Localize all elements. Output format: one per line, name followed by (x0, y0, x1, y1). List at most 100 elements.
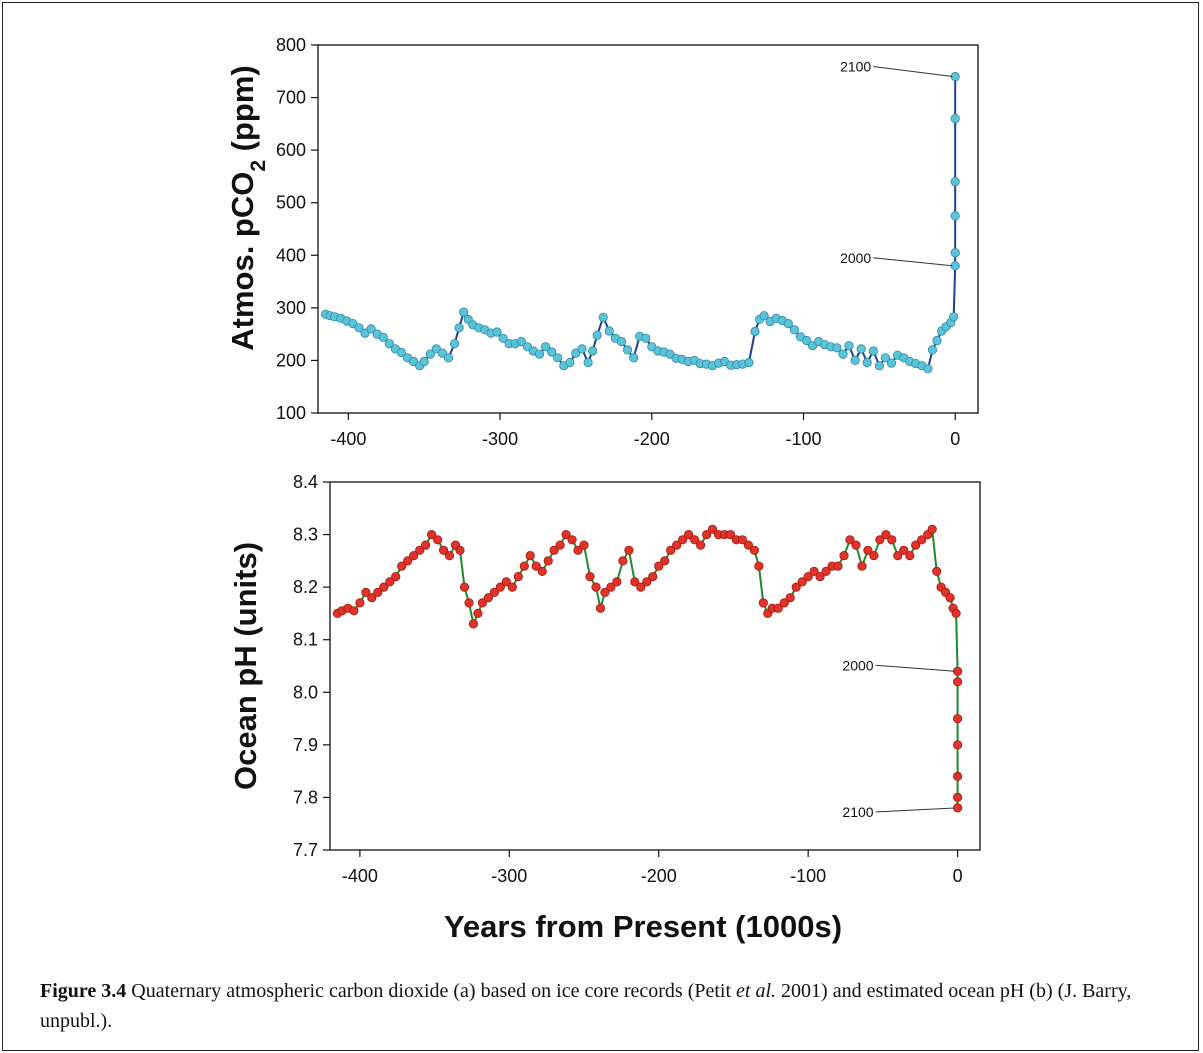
co2-annotation-label: 2000 (840, 250, 871, 266)
ph-data-point (887, 535, 897, 545)
ph-data-point (468, 619, 478, 629)
ph-data-point (519, 561, 529, 571)
ph-data-point (636, 582, 646, 592)
ph-data-point (672, 540, 682, 550)
co2-data-point (384, 338, 394, 349)
ph-data-point (642, 577, 652, 587)
co2-x-tick-label: -200 (634, 429, 670, 449)
ph-y-tick-label: 8.1 (293, 630, 318, 650)
co2-data-point (750, 326, 760, 337)
ph-data-point (689, 535, 700, 545)
co2-data-point (378, 332, 388, 342)
ph-data-point (932, 566, 942, 577)
ph-data-point (707, 524, 718, 534)
co2-data-point (850, 355, 860, 365)
ph-y-tick-label: 7.7 (293, 840, 318, 860)
co2-data-point (598, 312, 608, 322)
co2-data-point (641, 333, 651, 343)
ph-data-point (785, 593, 795, 603)
ph-annotation-label: 2000 (842, 657, 873, 673)
co2-data-point (932, 335, 942, 346)
ph-x-tick-label: -400 (342, 866, 378, 886)
figure-charts: -400 -300 -200 -100 0 100 200 300 400 500 600 700 8… (225, 35, 981, 944)
ph-data-point (952, 740, 963, 750)
ph-data-point (660, 556, 670, 566)
ph-x-tick-label: -200 (641, 866, 677, 886)
ph-annotation-label: 2100 (842, 804, 873, 820)
ph-x-tick-label: -300 (491, 866, 527, 886)
co2-annotation-leader (873, 257, 953, 267)
ph-data-point (863, 545, 873, 555)
ph-data-point (845, 535, 855, 545)
co2-data-point (949, 312, 959, 322)
ph-data-point (525, 550, 535, 561)
co2-chart: -400 -300 -200 -100 0 100 200 300 400 500 600 700 8… (225, 35, 979, 449)
ph-data-point (489, 587, 499, 598)
ph-y-tick-label: 8.0 (293, 682, 318, 702)
co2-data-point (592, 330, 602, 340)
ph-data-point (791, 582, 801, 592)
co2-data-point (744, 357, 754, 368)
ph-data-point (591, 582, 601, 592)
co2-x-ticks: -400 -300 -200 -100 0 (330, 413, 960, 449)
ph-data-point (600, 587, 610, 598)
co2-data-point (923, 364, 933, 374)
co2-data-points (320, 71, 960, 374)
co2-x-tick-label: -100 (786, 429, 822, 449)
co2-data-point (783, 318, 793, 329)
ph-data-point (917, 535, 927, 545)
co2-data-point (583, 357, 593, 368)
co2-data-point (354, 323, 364, 333)
co2-data-point (789, 325, 800, 335)
ph-chart: -400 -300 -200 -100 0 7.7 7.8 7.9 8.0 8.1 8.2 8.3 8… (228, 472, 981, 944)
ph-data-point (385, 577, 395, 587)
ph-data-point (573, 545, 583, 555)
ph-data-point (737, 535, 748, 545)
co2-data-point (587, 346, 598, 356)
ph-data-point (773, 603, 783, 613)
ph-data-point (606, 582, 616, 592)
ph-data-point (945, 593, 955, 603)
ph-data-point (367, 593, 377, 603)
ph-data-point (648, 571, 658, 582)
co2-annotation-leader (873, 66, 953, 78)
co2-data-point (950, 248, 960, 258)
ph-data-point (803, 571, 813, 582)
ph-data-point (809, 566, 819, 577)
co2-data-point (540, 342, 551, 352)
co2-data-point (886, 358, 897, 368)
ph-x-tick-label: -100 (790, 866, 826, 886)
ph-data-point (464, 598, 474, 608)
ph-data-point (618, 556, 628, 566)
ph-data-point (881, 529, 891, 540)
ph-data-point (361, 587, 371, 598)
co2-data-point (838, 349, 848, 359)
ph-data-point (951, 608, 961, 619)
ph-data-point (952, 803, 963, 813)
ph-data-points (332, 524, 963, 813)
ph-data-point (513, 571, 523, 582)
ph-data-point (543, 556, 553, 566)
ph-data-point (833, 561, 843, 571)
co2-data-point (516, 336, 526, 347)
co2-y-axis-label: Atmos. pCO2 (ppm) (225, 65, 270, 351)
ph-data-point (585, 571, 595, 582)
ph-data-point (927, 524, 937, 534)
ph-data-point (952, 677, 963, 687)
ph-data-point (561, 529, 571, 540)
ph-data-point (444, 550, 455, 561)
ph-y-tick-label: 8.2 (293, 577, 318, 597)
ph-data-point (952, 713, 963, 724)
co2-data-point (759, 311, 769, 321)
ph-annotations: 2000 2100 (842, 657, 955, 820)
co2-data-point (459, 307, 469, 317)
ph-data-point (666, 545, 676, 555)
co2-data-point (547, 347, 557, 357)
ph-data-point (426, 529, 437, 540)
ph-data-point (391, 571, 401, 582)
co2-y-tick-label: 600 (276, 140, 306, 160)
co2-data-point (950, 211, 960, 221)
co2-y-tick-label: 200 (276, 350, 306, 370)
co2-plot-area (317, 44, 979, 414)
ph-data-point (579, 540, 589, 550)
